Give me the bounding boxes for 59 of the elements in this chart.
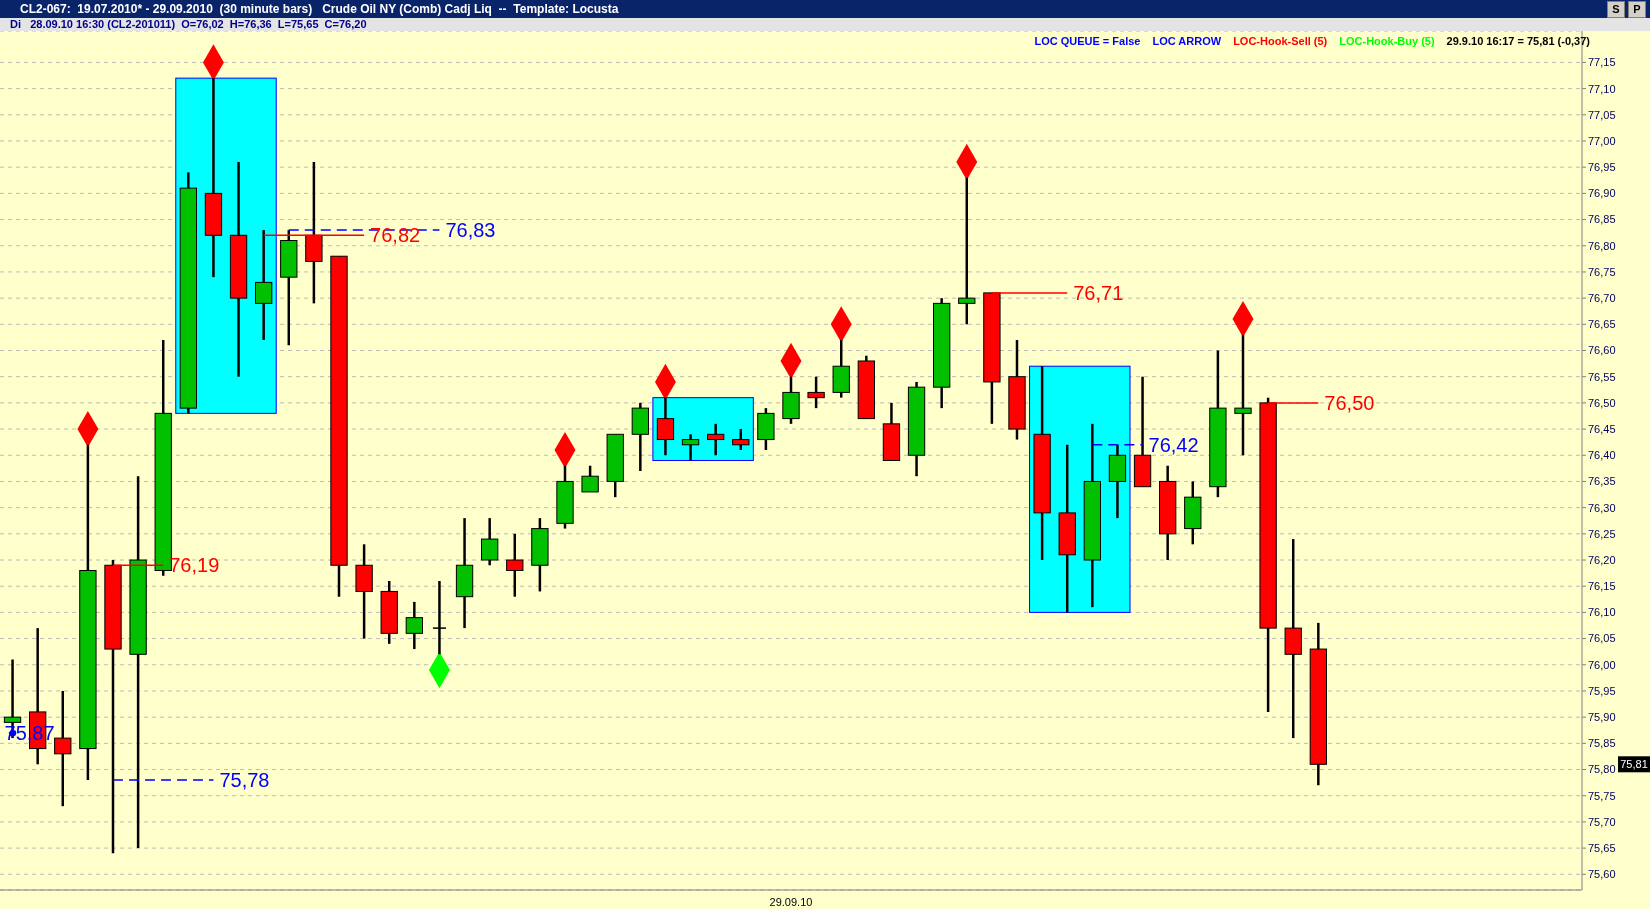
y-tick-label: 76,80: [1588, 239, 1616, 252]
y-tick-label: 77,00: [1588, 134, 1616, 147]
y-tick-label: 76,00: [1588, 658, 1616, 671]
data-label: 76,50: [1324, 391, 1375, 414]
y-tick-label: 75,85: [1588, 737, 1616, 750]
y-tick-label: 76,40: [1588, 449, 1616, 462]
y-tick-label: 76,85: [1588, 213, 1616, 226]
y-tick-label: 77,05: [1588, 108, 1616, 121]
data-label: 76,82: [370, 224, 421, 247]
y-tick-label: 77,15: [1588, 56, 1616, 69]
y-tick-label: 76,45: [1588, 422, 1616, 435]
chart-subtitle: Di 28.09.10 16:30 (CL2-201011) O=76,02 H=76,36 L=75,65 C=76,20: [0, 18, 1650, 31]
annotation: 29.9.10 16:17 = 75,81 (-0,37): [1446, 35, 1590, 47]
y-tick-label: 76,55: [1588, 370, 1616, 383]
text: LOC-Hook-Sell (5): [1233, 35, 1328, 47]
text: S: [1607, 1, 1625, 18]
y-tick-label: 76,65: [1588, 318, 1616, 331]
data-label: 76,83: [445, 219, 496, 242]
y-tick-label: 75,90: [1588, 711, 1616, 724]
y-tick-label: 76,90: [1588, 187, 1616, 200]
x-tick-label: 29.09.10: [769, 895, 813, 908]
y-tick-label: 76,35: [1588, 475, 1616, 488]
y-tick-label: 76,60: [1588, 344, 1616, 357]
candlestick: [405, 600, 423, 651]
y-tick-label: 76,95: [1588, 161, 1616, 174]
y-tick-label: 76,20: [1588, 553, 1616, 566]
candlestick: [581, 464, 599, 494]
y-tick-label: 76,15: [1588, 580, 1616, 593]
y-tick-label: 76,05: [1588, 632, 1616, 645]
y-tick-label: 77,10: [1588, 82, 1616, 95]
y-tick-label: 75,75: [1588, 789, 1616, 802]
y-tick-label: 76,30: [1588, 501, 1616, 514]
text: 75,81: [1620, 758, 1648, 771]
candlestick: [481, 516, 499, 567]
y-tick-label: 76,50: [1588, 396, 1616, 409]
y-tick-label: 76,10: [1588, 606, 1616, 619]
data-label: 75,78: [219, 769, 270, 792]
y-tick-label: 75,95: [1588, 684, 1616, 697]
text: LOC-Hook-Buy (5): [1339, 35, 1435, 47]
y-tick-label: 75,65: [1588, 842, 1616, 854]
annotation: LOC ARROW: [1152, 35, 1222, 47]
y-tick-label: 76,75: [1588, 265, 1616, 278]
candlestick: [707, 422, 725, 457]
candlestick: [681, 433, 700, 462]
chart-title: CL2-067: 19.07.2010* - 29.09.2010 (30 minute bars) Crude Oil NY (Comb) Cadj Liq -- Template: Locusta: [20, 2, 619, 16]
data-label: 76,42: [1148, 433, 1199, 456]
candlestick: [255, 228, 273, 342]
text: P: [1628, 1, 1646, 18]
candlestick: [54, 689, 72, 808]
y-tick-label: 76,70: [1588, 292, 1616, 305]
candlestick: [807, 375, 825, 410]
annotation: LOC QUEUE = False: [1034, 35, 1141, 47]
data-label: 76,71: [1073, 281, 1124, 304]
candlestick: [506, 532, 524, 598]
y-tick-label: 75,80: [1588, 763, 1616, 776]
y-tick-label: 75,70: [1588, 815, 1616, 828]
y-tick-label: 76,25: [1588, 527, 1616, 540]
y-tick-label: 75,60: [1588, 868, 1616, 881]
candlestick: [732, 427, 750, 452]
